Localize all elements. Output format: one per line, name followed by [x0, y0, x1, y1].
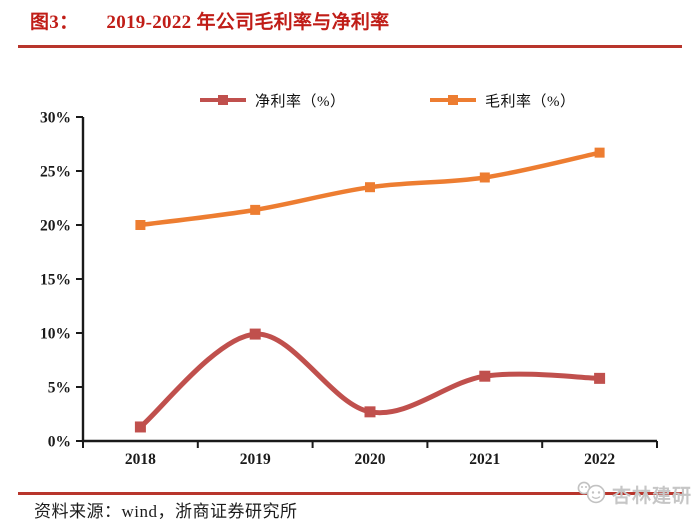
- svg-text:25%: 25%: [40, 164, 71, 181]
- svg-text:2022: 2022: [584, 451, 615, 468]
- net-margin-marker-icon: [218, 95, 228, 105]
- figure-title-row: 图3： 2019-2022 年公司毛利率与净利率: [30, 7, 389, 34]
- footer-divider: [18, 492, 682, 495]
- svg-text:20%: 20%: [40, 218, 71, 235]
- svg-text:2021: 2021: [469, 451, 500, 468]
- svg-text:0%: 0%: [48, 434, 71, 451]
- chat-faces-icon: [577, 481, 606, 504]
- legend-item-gross-margin: 毛利率（%）: [430, 88, 576, 112]
- svg-text:15%: 15%: [40, 272, 71, 289]
- figure-label: 图3：: [30, 12, 79, 33]
- svg-text:5%: 5%: [48, 380, 71, 397]
- title-divider: [18, 45, 682, 48]
- figure-title: 2019-2022 年公司毛利率与净利率: [106, 12, 390, 33]
- source-note: 资料来源：wind，浙商证券研究所: [34, 502, 298, 521]
- svg-text:2020: 2020: [355, 451, 386, 468]
- svg-text:30%: 30%: [40, 110, 71, 127]
- net-margin-line-swatch: [200, 95, 246, 105]
- legend-label-gross-margin: 毛利率（%）: [485, 93, 576, 110]
- watermark-text: 杏林建研: [611, 485, 692, 507]
- svg-text:2018: 2018: [125, 451, 156, 468]
- chart-legend: 净利率（%） 毛利率（%）: [0, 88, 700, 112]
- gross-margin-marker-icon: [448, 95, 458, 105]
- gross-margin-line-swatch: [430, 95, 476, 105]
- svg-text:10%: 10%: [40, 326, 71, 343]
- watermark: 杏林建研: [576, 480, 692, 508]
- legend-item-net-margin: 净利率（%）: [200, 88, 346, 112]
- svg-text:2019: 2019: [240, 451, 271, 468]
- legend-label-net-margin: 净利率（%）: [255, 93, 346, 110]
